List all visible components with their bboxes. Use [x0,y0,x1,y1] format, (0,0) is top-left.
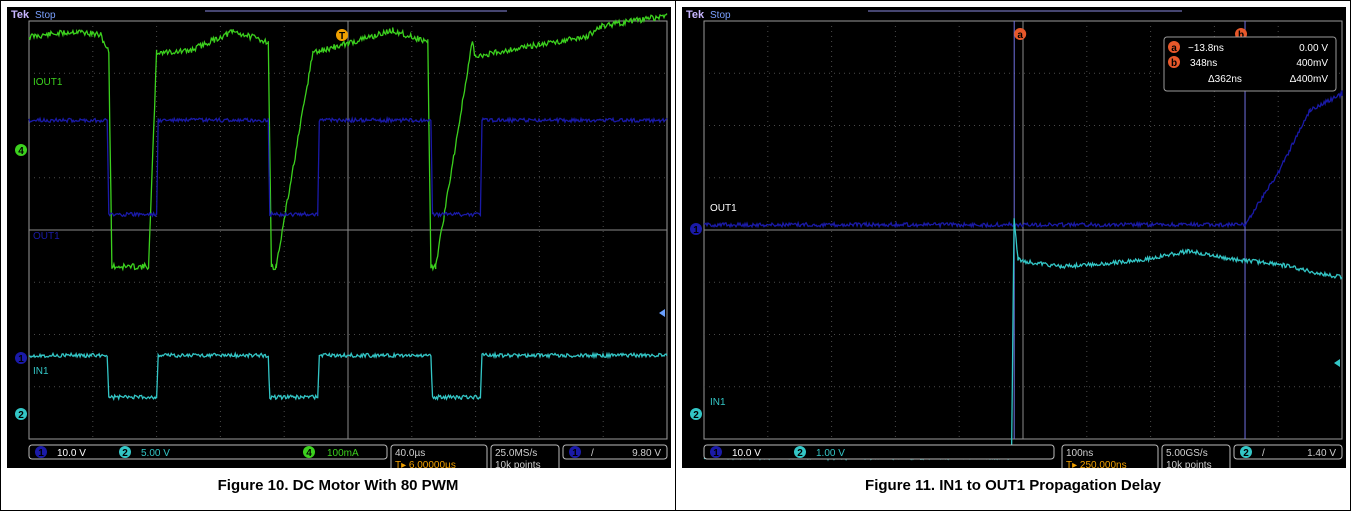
figure-caption: Figure 11. IN1 to OUT1 Propagation Delay [865,477,1161,494]
trigger-ch-badge: 2 [1243,448,1249,459]
ch2-scale: 5.00 V [141,448,170,459]
sample-box [490,444,560,468]
trigger-ch-badge-bg [1240,446,1252,458]
label-in1: IN1 [33,366,49,377]
cursor-a-tag: a [1017,30,1023,41]
ch1-marker-bg [690,223,702,235]
ch1-badge: 1 [38,448,44,459]
readout-delta-time: Δ362ns [1208,74,1242,85]
ch1-badge-bg [710,446,722,458]
trigger-position: T▸ 6.00000µs [395,460,456,468]
ch2-marker-bg [690,408,702,420]
acquisition-status: Stop [710,10,731,21]
oscilloscope-screen: Tek Stop IOUT1 OUT1 IN1 4 1 2 T 1 10.0 V 2 5.00 V 4 10… [7,7,671,468]
trigger-slope: / [591,448,594,459]
readout-delta-value: Δ400mV [1290,74,1329,85]
acquisition-status: Stop [35,10,56,21]
trigger-box [1233,444,1343,460]
channel-box [28,444,388,460]
label-out1: OUT1 [710,203,737,214]
trigger-ch-badge: 1 [572,448,578,459]
readout-b-value: 400mV [1296,58,1328,69]
ch2-scale: 1.00 V [816,448,845,459]
timebase-box [390,444,488,468]
label-in1: IN1 [710,397,726,408]
ch1-badge-bg [35,446,47,458]
readout-b-tag-bg [1168,56,1180,68]
trigger-slope: / [1262,448,1265,459]
ch4-badge: 4 [306,448,312,459]
sample-rate: 25.0MS/s [495,448,537,459]
ch1-marker: 1 [18,354,24,365]
ch2-marker: 2 [18,410,24,421]
trigger-level: 9.80 V [632,448,661,459]
ch2-badge-bg [119,446,131,458]
readout-a-value: 0.00 V [1299,43,1328,54]
ch2-badge: 2 [797,448,803,459]
trigger-box [562,444,668,460]
ch2-badge-bg [794,446,806,458]
ch4-badge-bg [303,446,315,458]
sample-box [1161,444,1231,468]
trace-iout1 [28,13,668,272]
ch4-marker: 4 [18,146,24,157]
readout-a-tag: a [1171,43,1177,54]
trigger-level: 1.40 V [1307,448,1336,459]
ch2-badge: 2 [122,448,128,459]
ch2-marker-bg [15,408,27,420]
readout-a-tag-bg [1168,41,1180,53]
trace-out1 [28,115,668,219]
trigger-marker: T [339,31,345,42]
record-length: 10k points [1166,460,1212,468]
timebase-box [1061,444,1159,468]
cursor-b-tag: b [1238,30,1244,41]
ch1-marker: 1 [693,225,699,236]
label-out1: OUT1 [33,231,60,242]
graticule [29,21,667,439]
scope-plot-fig10: Tek Stop IOUT1 OUT1 IN1 4 1 2 T 1 10.0 V 2 5.00 V 4 10… [7,7,671,468]
trace-out1 [703,90,1343,229]
readout-b-time: 348ns [1190,58,1217,69]
trigger-ch-badge-bg [569,446,581,458]
ch1-scale: 10.0 V [732,448,761,459]
ch4-marker-bg [15,144,27,156]
readout-b-tag: b [1171,58,1177,69]
cursor-a-tag-bg [1014,28,1027,40]
trigger-level-arrow [659,309,665,317]
ch1-scale: 10.0 V [57,448,86,459]
timebase: 40.0µs [395,448,425,459]
timebase: 100ns [1066,448,1093,459]
sample-rate: 5.00GS/s [1166,448,1208,459]
record-length: 10k points [495,460,541,468]
brand-logo: Tek [11,9,30,21]
figure-caption: Figure 10. DC Motor With 80 PWM [217,477,459,494]
brand-logo: Tek [686,9,705,21]
ch1-badge: 1 [713,448,719,459]
readout-a-time: −13.8ns [1188,43,1224,54]
figure-10-panel: Tek Stop IOUT1 OUT1 IN1 4 1 2 T 1 10.0 V 2 5.00 V 4 10… [0,0,676,511]
ch1-marker-bg [15,352,27,364]
trigger-marker-bg [336,29,348,41]
cursor-readout-box [1163,36,1337,92]
trigger-position: T▸ 250.000ns [1066,460,1127,468]
trace-in1 [28,350,668,402]
label-iout1: IOUT1 [33,77,63,88]
graticule [704,21,1342,439]
trigger-level-arrow [1334,359,1340,367]
channel-box [703,444,1055,460]
ch4-scale: 100mA [327,448,359,459]
ch2-marker: 2 [693,410,699,421]
